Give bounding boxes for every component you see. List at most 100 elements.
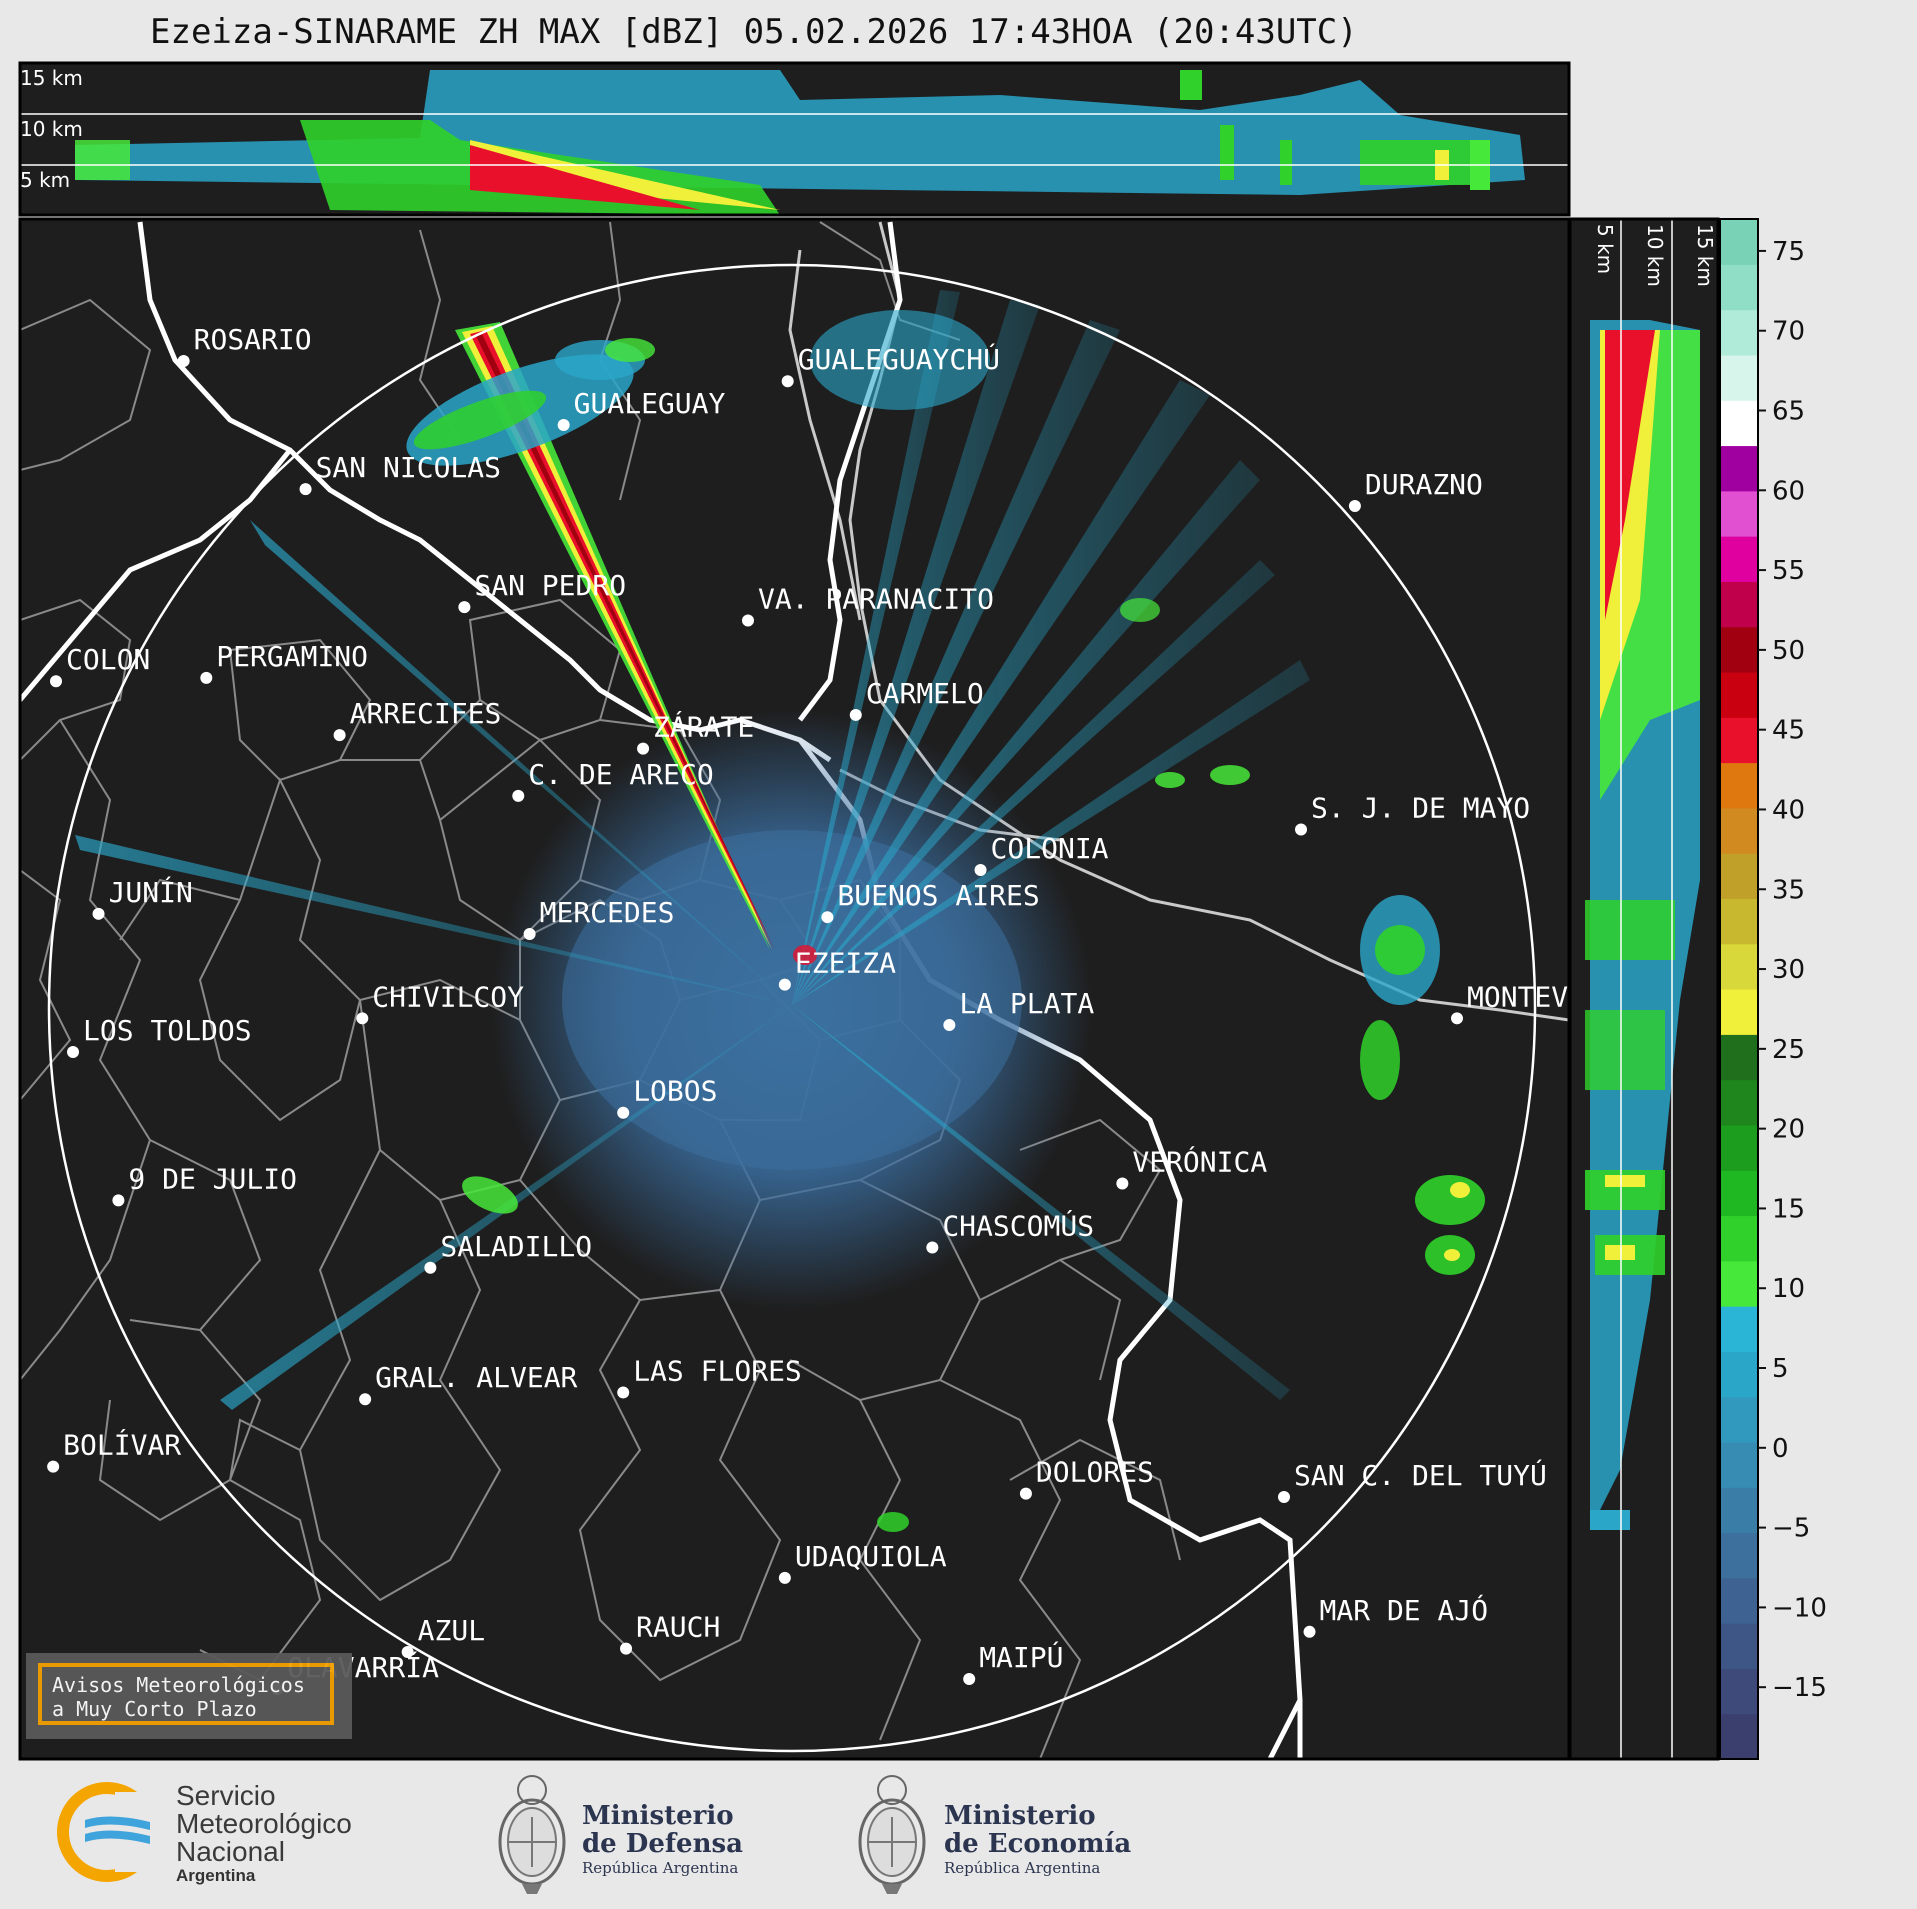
colorbar-tick-label: 40 [1772,795,1805,825]
city-label-colonia: COLONIA [991,832,1109,865]
city-marker-montevideo [1451,1012,1463,1025]
map-layer: ROSARIO GUALEGUAYCHÚ GUALEGUAY SAN NICOLAS D… [20,221,1569,1759]
map-title: Ezeiza-SINARAME ZH MAX [dBZ] 05.02.2026 … [150,12,1358,52]
colorbar-block [1720,219,1758,265]
city-marker-las-flores [617,1386,630,1399]
city-label-azul: AZUL [418,1614,485,1647]
colorbar-tick-label: 35 [1772,875,1805,905]
top-label-5km: 5 km [20,168,70,192]
colorbar-block [1720,1487,1758,1534]
city-label-gualeguaychu: GUALEGUAYCHÚ [798,342,1000,376]
right-cross-section-gridlines [1620,219,1673,1759]
footer: Servicio Meteorológico Nacional Argentin… [0,1762,1917,1909]
city-marker-azul [401,1646,414,1659]
city-marker-san-nicolas [299,483,312,496]
colorbar-tick-label: 25 [1772,1035,1805,1065]
right-label-15km: 15 km [1693,224,1717,287]
city-label-lobos: LOBOS [633,1075,717,1108]
city-marker-zarate [637,742,650,755]
city-label-la-plata: LA PLATA [959,987,1094,1020]
colorbar-block [1720,536,1758,582]
city-label-las-flores: LAS FLORES [633,1354,802,1387]
city-marker-junin [92,907,105,920]
city-marker-chascomus [926,1241,939,1254]
city-marker-los-toldos [67,1046,80,1059]
city-label-zarate: ZÁRATE [653,710,754,744]
city-label-chivilcoy: CHIVILCOY [372,980,524,1013]
colorbar-block [1720,1668,1758,1715]
colorbar-block [1720,989,1758,1035]
city-label-rauch: RAUCH [636,1611,720,1644]
city-marker-buenos-aires [821,911,834,924]
colorbar-block [1720,354,1758,401]
city-marker-9-de-julio [112,1194,125,1207]
city-label-chascomus: CHASCOMÚS [942,1209,1094,1243]
colorbar-tick-label: 45 [1772,716,1805,746]
city-label-pergamino: PERGAMINO [216,640,368,673]
smn-line-3: Nacional [176,1836,285,1867]
city-marker-c-de-areco [512,789,525,802]
colorbar-tick-label: 50 [1772,636,1805,666]
colorbar-block [1720,717,1758,764]
city-label-va-paranacito: VA. PARANACITO [758,583,994,616]
city-label-bolivar: BOLÍVAR [63,1428,181,1462]
right-label-5km: 5 km [1593,224,1617,274]
city-label-s-j-de-mayo: S. J. DE MAYO [1311,792,1530,825]
ministry-defensa-line-2: de Defensa [582,1829,743,1859]
colorbar-frame [1719,218,1759,1760]
colorbar-block [1720,400,1758,447]
city-label-c-de-areco: C. DE ARECO [528,758,713,791]
colorbar-block [1720,1306,1758,1352]
city-marker-saladillo [424,1261,437,1274]
colorbar-tick-label: 10 [1772,1274,1805,1304]
colorbar-block [1720,1034,1758,1081]
colorbar-block [1720,1124,1758,1171]
city-marker-bolivar [47,1460,60,1473]
warning-line-1: Avisos Meteorológicos [52,1673,305,1697]
warning-button-frame: Avisos Meteorológicos a Muy Corto Plazo [38,1663,334,1725]
city-marker-pergamino [200,671,213,684]
city-marker-maipu [963,1673,976,1685]
city-marker-lobos [617,1106,630,1119]
colorbar-block [1720,853,1758,900]
city-label-los-toldos: LOS TOLDOS [83,1014,252,1047]
top-label-15km: 15 km [20,66,83,90]
colorbar-block [1720,1170,1758,1217]
warning-line-2: a Muy Corto Plazo [52,1697,257,1721]
right-cross-section-frame [1568,217,1720,1761]
city-marker-colonia [974,863,987,876]
colorbar-block [1720,1260,1758,1307]
colorbar-tick-label: 70 [1772,317,1805,347]
city-label-rosario: ROSARIO [194,323,312,356]
city-marker-gualeguaychu [781,375,794,388]
colorbar-block [1720,807,1758,854]
top-cross-section-echoes [75,70,1525,215]
city-label-gualeguay: GUALEGUAY [574,387,726,420]
coat-of-arms-icon [852,1772,932,1901]
city-label-san-pedro: SAN PEDRO [474,569,626,602]
city-label-mercedes: MERCEDES [540,896,675,929]
city-label-veronica: VERÓNICA [1132,1144,1267,1178]
smn-logo-icon [55,1782,165,1886]
colorbar-tick-label: −10 [1772,1593,1827,1623]
city-marker-colon [50,675,62,688]
city-marker-san-pedro [458,601,471,614]
city-marker-mercedes [523,928,536,941]
colorbar-block [1720,309,1758,356]
ministry-defensa-line-1: Ministerio [582,1801,734,1831]
city-label-junin: JUNÍN [109,875,193,909]
colorbar-tick-label: 60 [1772,476,1805,506]
ministry-economia-sub: República Argentina [944,1859,1101,1877]
colorbar-block [1720,943,1758,990]
city-label-saladillo: SALADILLO [440,1230,592,1263]
colorbar-block [1720,626,1758,673]
ministry-economia-line-1: Ministerio [944,1801,1096,1831]
radar-echoes [75,290,1485,1532]
colorbar-block [1720,445,1758,492]
warning-button[interactable]: Avisos Meteorológicos a Muy Corto Plazo [26,1653,352,1739]
colorbar-tick-label: −5 [1772,1514,1810,1544]
colorbar-block [1720,264,1758,311]
city-marker-la-plata [943,1019,956,1032]
ministry-economia-line-2: de Economía [944,1829,1132,1859]
ministry-economia: Ministerio de Economía República Argenti… [944,1802,1131,1878]
